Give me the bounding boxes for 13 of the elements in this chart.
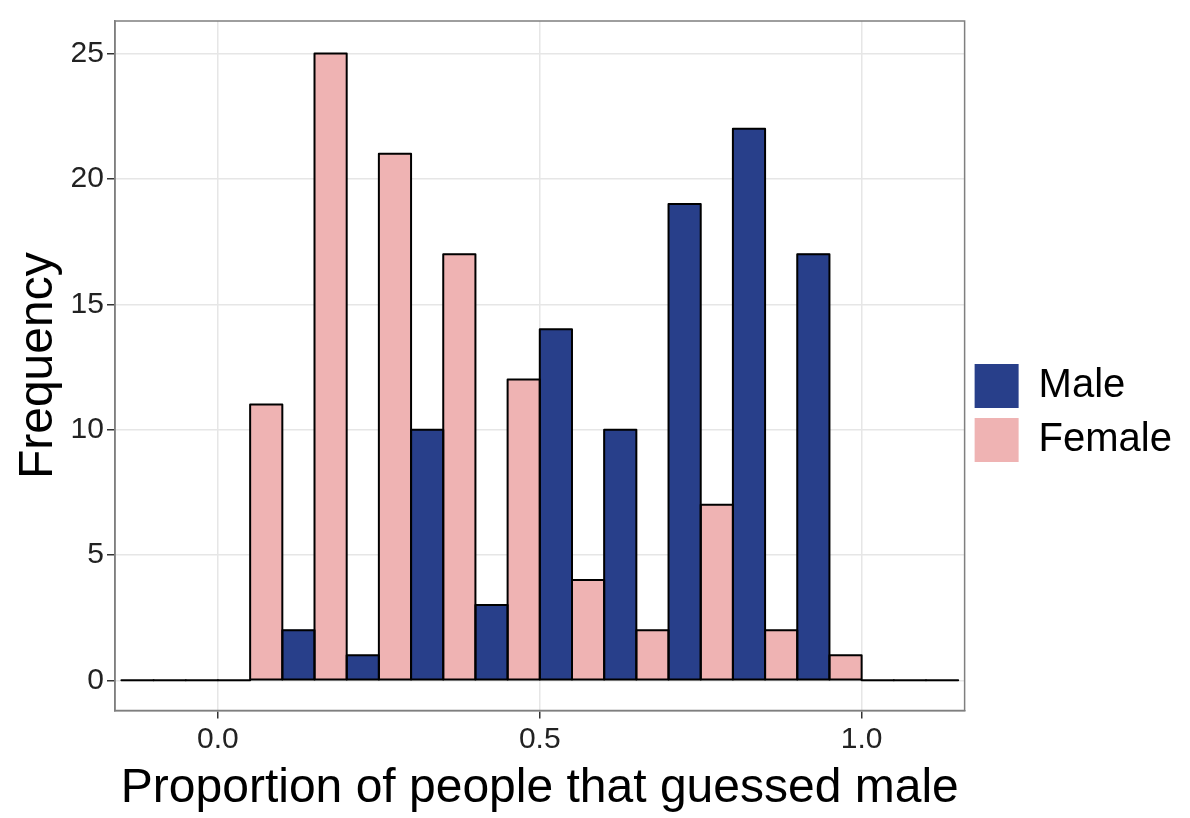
legend-label: Male: [1038, 361, 1126, 406]
y-tick-label: 10: [70, 410, 104, 444]
y-tick-label: 5: [87, 536, 104, 570]
y-axis-title: Frequency: [9, 252, 63, 480]
y-tick-label: 15: [70, 285, 104, 319]
y-tick-label: 0: [87, 661, 104, 695]
y-tick-label: 20: [70, 160, 104, 194]
x-tick-label: 0.0: [197, 720, 239, 754]
y-tick-label: 25: [70, 34, 104, 68]
x-tick-label: 0.5: [518, 720, 561, 754]
x-tick-label: 1.0: [840, 720, 883, 754]
legend-label: Female: [1038, 415, 1173, 460]
x-axis-title: Proportion of people that guessed male: [120, 759, 959, 813]
